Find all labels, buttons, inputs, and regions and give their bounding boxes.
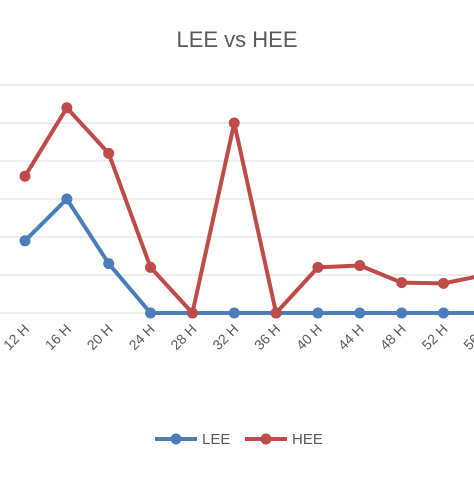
data-point-hee bbox=[145, 262, 156, 273]
x-tick-label: 36 H bbox=[251, 321, 283, 353]
data-point-lee bbox=[396, 308, 407, 319]
series-group bbox=[20, 102, 474, 318]
x-tick-label: 40 H bbox=[293, 321, 325, 353]
x-tick-label: 44 H bbox=[335, 321, 367, 353]
legend-marker-lee bbox=[171, 434, 182, 445]
chart-title: LEE vs HEE bbox=[176, 27, 297, 52]
x-tick-label: 28 H bbox=[167, 321, 199, 353]
data-point-hee bbox=[187, 308, 198, 319]
x-axis-tick-labels: 12 H 16 H 20 H 24 H 28 H 32 H 36 H 40 H 44 H 48 H… bbox=[0, 321, 474, 353]
data-point-hee bbox=[438, 278, 449, 289]
x-tick-label: 52 H bbox=[418, 321, 450, 353]
data-point-lee bbox=[20, 235, 31, 246]
data-point-hee bbox=[312, 262, 323, 273]
x-tick-label: 48 H bbox=[377, 321, 409, 353]
legend: LEE HEE bbox=[155, 431, 323, 448]
data-point-hee bbox=[229, 118, 240, 129]
x-tick-label: 24 H bbox=[125, 321, 157, 353]
data-point-hee bbox=[354, 260, 365, 271]
data-point-hee bbox=[20, 171, 31, 182]
data-point-lee bbox=[61, 194, 72, 205]
legend-label-lee: LEE bbox=[202, 431, 230, 448]
x-tick-label: 16 H bbox=[42, 321, 74, 353]
x-tick-label: 20 H bbox=[84, 321, 116, 353]
data-point-lee bbox=[312, 308, 323, 319]
data-point-lee bbox=[229, 308, 240, 319]
legend-label-hee: HEE bbox=[292, 431, 323, 448]
series-line-lee bbox=[25, 199, 474, 313]
data-point-hee bbox=[271, 308, 282, 319]
data-point-hee bbox=[396, 277, 407, 288]
data-point-hee bbox=[103, 148, 114, 159]
x-tick-label: 12 H bbox=[0, 321, 32, 353]
data-point-lee bbox=[438, 308, 449, 319]
data-point-lee bbox=[354, 308, 365, 319]
x-tick-label: 32 H bbox=[209, 321, 241, 353]
x-tick-label: 56 H bbox=[460, 321, 474, 353]
data-point-hee bbox=[61, 102, 72, 113]
data-point-lee bbox=[103, 258, 114, 269]
legend-marker-hee bbox=[261, 434, 272, 445]
data-point-lee bbox=[145, 308, 156, 319]
